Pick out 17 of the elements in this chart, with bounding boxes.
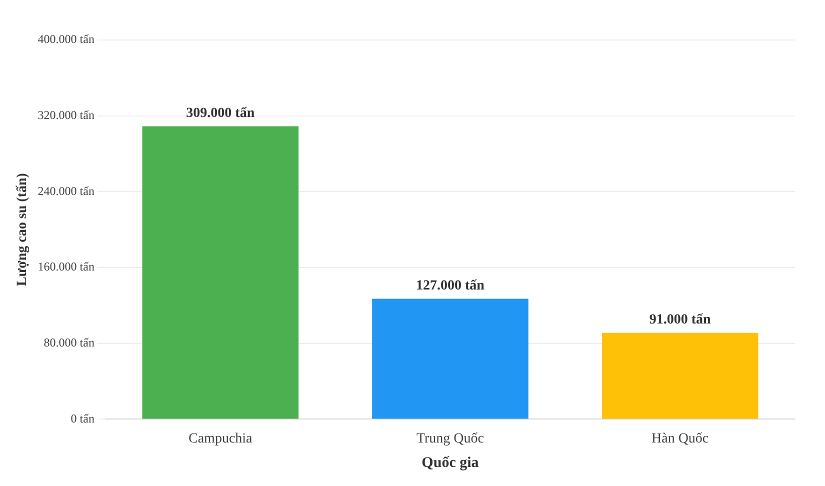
bar: [602, 332, 758, 419]
y-tick-label: 400.000 tấn: [38, 32, 94, 46]
y-tick-label: 0 tấn: [70, 411, 94, 426]
bar: [142, 126, 299, 419]
y-tick-label: 160.000 tấn: [38, 260, 94, 274]
x-tick-label: Trung Quốc: [416, 431, 484, 446]
y-tick-label: 320.000 tấn: [38, 108, 94, 122]
x-tick-label: Campuchia: [188, 431, 254, 446]
x-axis-title: Quốc gia: [422, 454, 480, 471]
x-tick-label: Hàn Quốc: [652, 431, 709, 446]
data-label: 91.000 tấn: [649, 312, 712, 328]
y-tick-label: 240.000 tấn: [38, 184, 94, 198]
y-axis-title: Lượng cao su (tấn): [15, 172, 30, 286]
y-tick-label: 80.000 tấn: [44, 336, 94, 350]
data-label: 127.000 tấn: [416, 278, 485, 294]
bar: [372, 298, 528, 419]
data-label: 309.000 tấn: [186, 106, 255, 121]
